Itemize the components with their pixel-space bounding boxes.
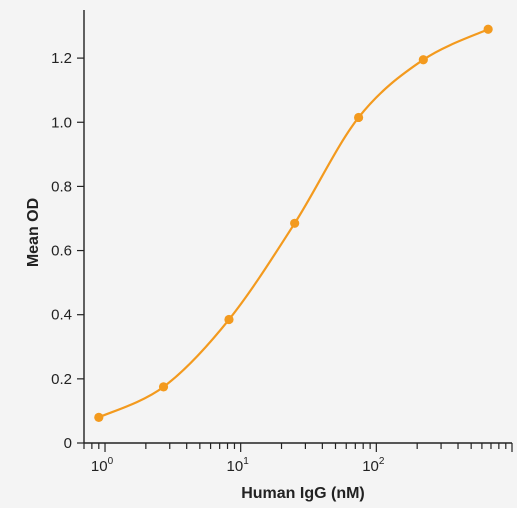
x-tick-label: 100 xyxy=(91,456,114,475)
data-point xyxy=(353,112,364,123)
points-layer xyxy=(94,24,493,422)
axes: 0 0.2 0.4 0.6 0.8 1.0 1.2 100 101 102 xyxy=(51,10,513,475)
x-tick-label: 102 xyxy=(362,456,385,475)
data-point xyxy=(290,218,300,228)
data-point xyxy=(94,412,104,422)
data-point xyxy=(483,24,493,34)
data-point xyxy=(158,382,169,392)
y-tick-label: 0.4 xyxy=(51,307,72,324)
y-tick-label: 0.2 xyxy=(51,371,72,388)
y-tick-label: 0.8 xyxy=(51,178,72,195)
data-point xyxy=(418,55,428,65)
y-tick-label: 0.6 xyxy=(51,243,72,260)
y-tick-label: 1.2 xyxy=(51,50,72,67)
y-tick-label: 0 xyxy=(64,435,72,452)
y-axis-title: Mean OD xyxy=(25,198,42,267)
y-tick-label: 1.0 xyxy=(51,114,72,131)
x-tick-label: 101 xyxy=(227,456,250,475)
x-axis-title: Human IgG (nM) xyxy=(241,485,365,502)
data-point xyxy=(224,314,234,325)
